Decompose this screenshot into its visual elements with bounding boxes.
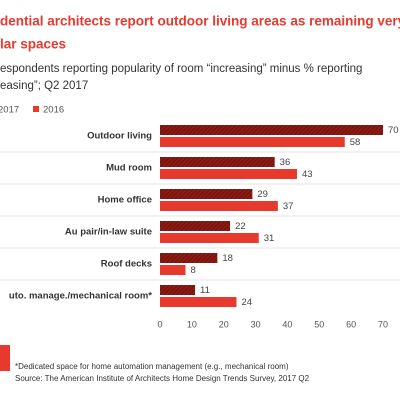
legend-swatch bbox=[33, 106, 39, 112]
x-tick-label: 20 bbox=[219, 319, 229, 329]
x-tick-label: 30 bbox=[251, 319, 261, 329]
bar bbox=[160, 253, 218, 263]
category-label: Roof decks bbox=[101, 259, 152, 270]
bar bbox=[160, 265, 186, 275]
category-label: Home office bbox=[98, 195, 152, 206]
category-label: uto. manage./mechanical room* bbox=[9, 291, 152, 302]
bar bbox=[160, 169, 297, 179]
value-label: 18 bbox=[222, 253, 233, 264]
source: Source: The American Institute of Archit… bbox=[15, 374, 310, 383]
bar bbox=[160, 201, 278, 211]
x-tick-label: 0 bbox=[157, 319, 162, 329]
bar bbox=[160, 221, 231, 231]
legend-label: 2017 bbox=[0, 105, 19, 116]
value-label: 31 bbox=[264, 233, 275, 244]
value-label: 70 bbox=[388, 125, 399, 136]
logo-block bbox=[0, 345, 10, 371]
value-label: 29 bbox=[257, 189, 268, 200]
x-tick-label: 10 bbox=[187, 319, 197, 329]
footnote: *Dedicated space for home automation man… bbox=[15, 362, 289, 371]
chart-title: dential architects report outdoor living… bbox=[0, 14, 400, 29]
bar bbox=[160, 157, 275, 167]
bar bbox=[160, 297, 237, 307]
chart-title: lar spaces bbox=[0, 37, 66, 52]
bar bbox=[160, 233, 259, 243]
x-tick-label: 50 bbox=[314, 319, 324, 329]
value-label: 11 bbox=[200, 285, 210, 296]
value-label: 8 bbox=[190, 265, 195, 276]
value-label: 22 bbox=[235, 221, 246, 232]
value-label: 36 bbox=[280, 157, 291, 168]
chart-subtitle: espondents reporting popularity of room … bbox=[0, 63, 362, 75]
category-label: Mud room bbox=[106, 163, 152, 174]
value-label: 58 bbox=[350, 137, 361, 148]
bar bbox=[160, 189, 253, 199]
bar bbox=[160, 137, 345, 147]
value-label: 24 bbox=[241, 297, 252, 308]
value-label: 37 bbox=[283, 201, 294, 212]
chart-subtitle: easing”; Q2 2017 bbox=[0, 80, 88, 92]
bar bbox=[160, 285, 196, 295]
bar bbox=[160, 125, 383, 135]
category-label: Au pair/in-law suite bbox=[65, 227, 152, 238]
value-label: 43 bbox=[302, 169, 313, 180]
category-label: Outdoor living bbox=[87, 131, 152, 142]
x-tick-label: 60 bbox=[346, 319, 356, 329]
legend-label: 2016 bbox=[43, 105, 64, 116]
x-tick-label: 40 bbox=[282, 319, 292, 329]
x-tick-label: 70 bbox=[378, 319, 388, 329]
